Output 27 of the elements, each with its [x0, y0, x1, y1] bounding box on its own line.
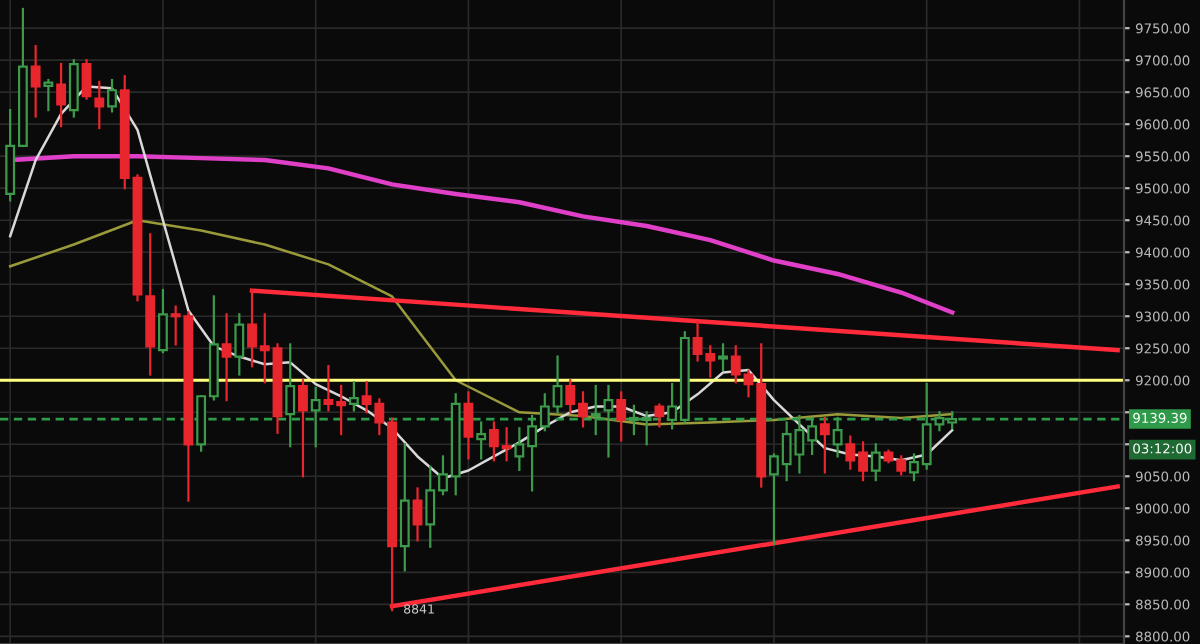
candlestick [43, 78, 54, 112]
candlestick [298, 379, 308, 478]
candlestick [463, 391, 474, 460]
candlestick [310, 386, 321, 448]
candlestick [234, 313, 245, 376]
candlestick [870, 443, 881, 482]
candlestick [30, 44, 41, 118]
candlestick [56, 62, 67, 128]
candlestick [94, 80, 105, 130]
candlestick [476, 421, 487, 460]
candlestick [285, 343, 296, 448]
candlestick [616, 391, 627, 442]
candlestick [81, 59, 92, 100]
candlestick [590, 384, 601, 436]
candlestick [348, 381, 359, 412]
candlestick [107, 78, 117, 113]
candlestick [221, 313, 232, 402]
candlestick [718, 343, 728, 372]
candlestick [68, 59, 79, 118]
line-series [8, 218, 954, 426]
candlestick [819, 416, 830, 474]
candlestick [603, 384, 614, 458]
candlestick [158, 288, 168, 354]
candlestick [399, 443, 410, 572]
candlestick [412, 487, 423, 542]
candlestick [832, 416, 843, 458]
candlestick [654, 403, 665, 428]
